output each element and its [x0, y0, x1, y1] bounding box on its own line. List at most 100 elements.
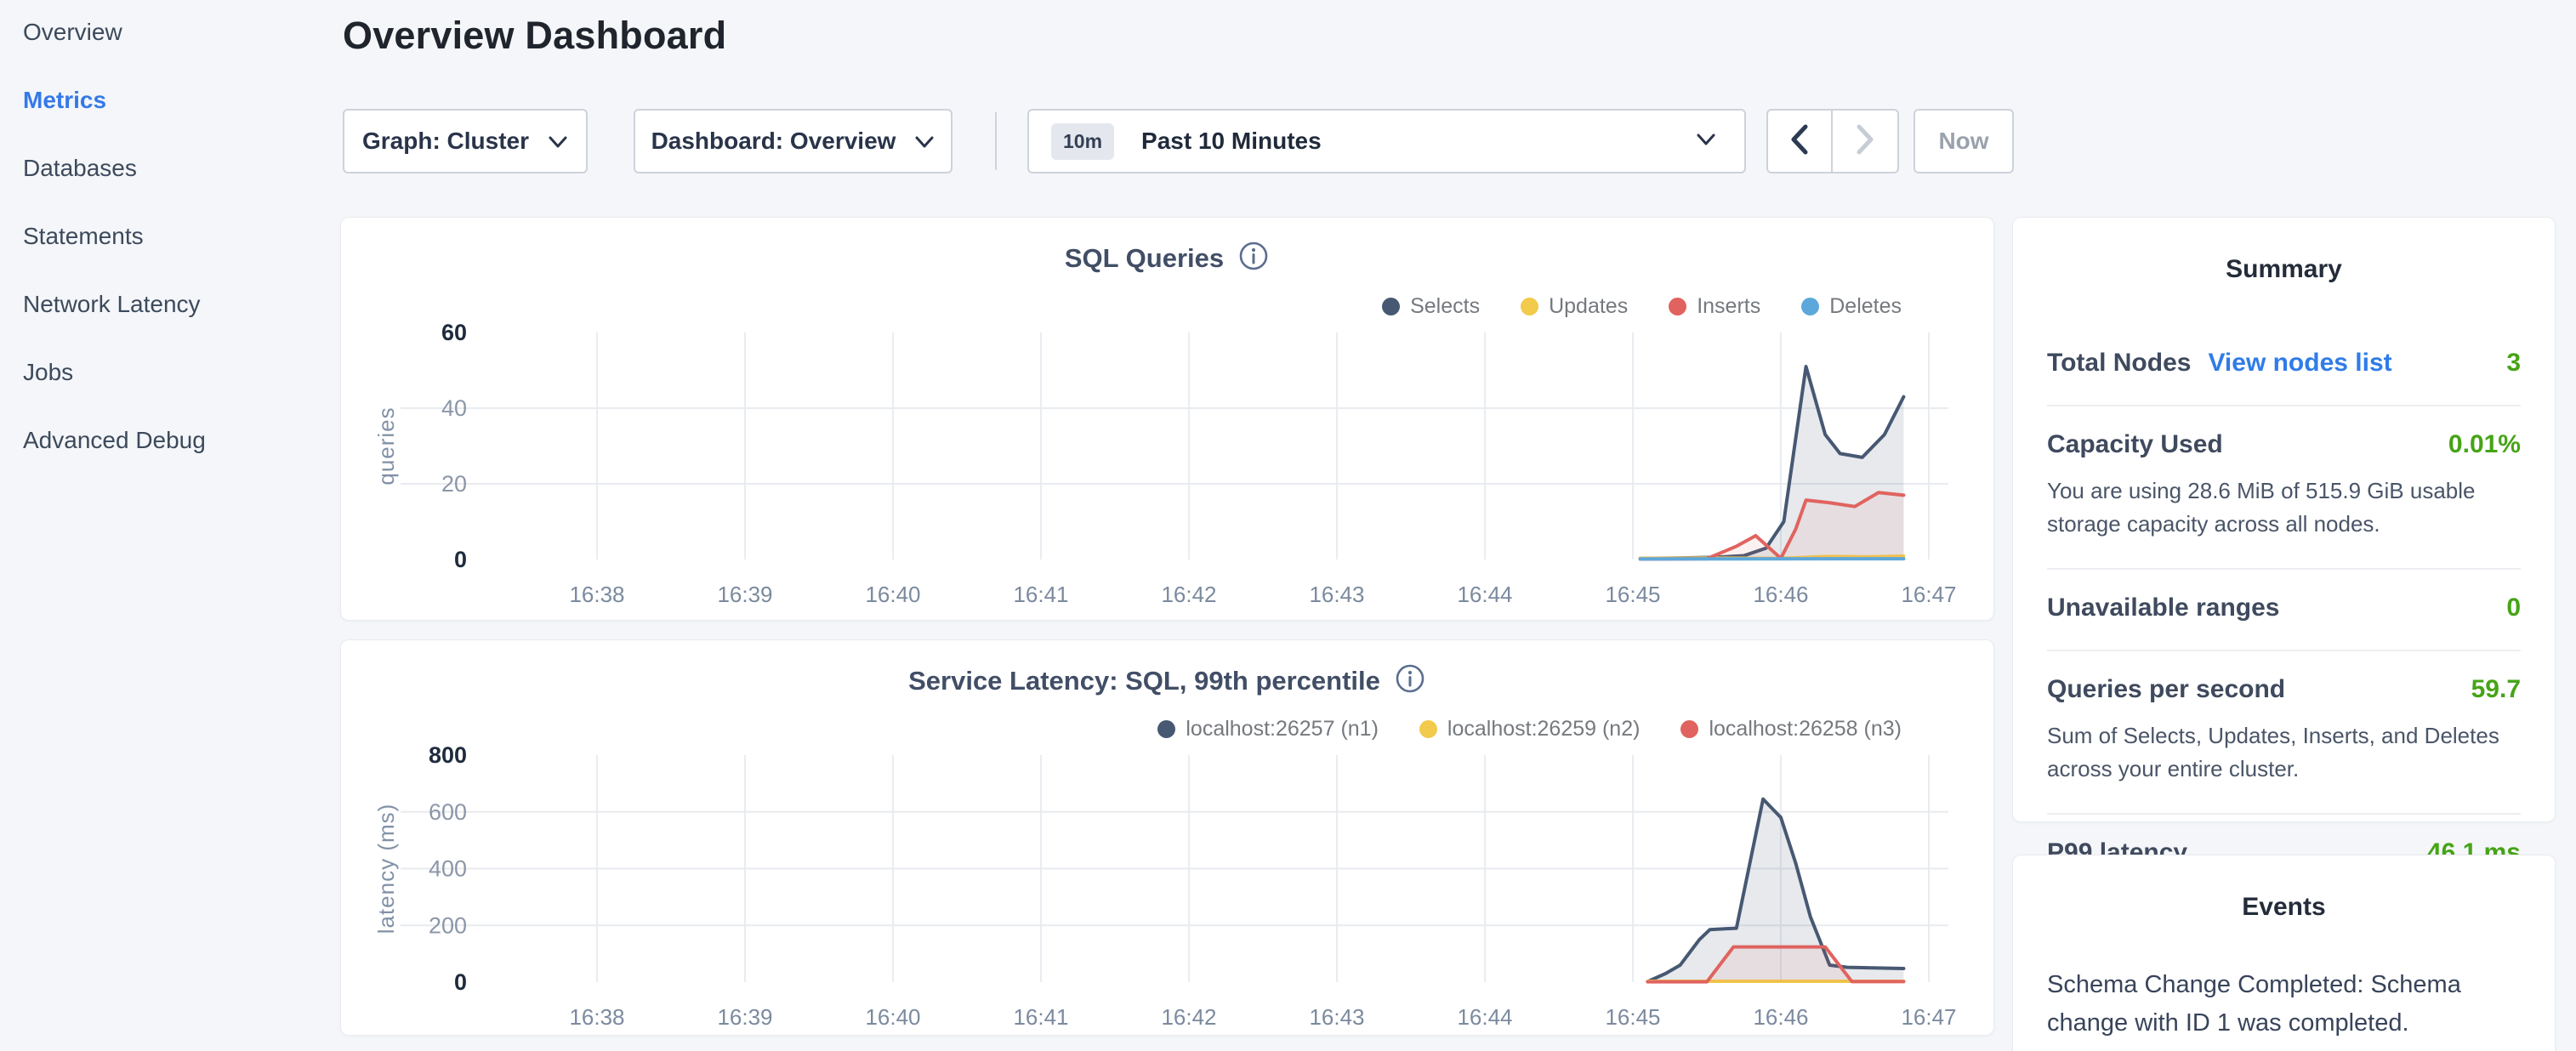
- svg-text:16:45: 16:45: [1605, 1004, 1660, 1030]
- svg-text:16:42: 16:42: [1161, 1004, 1216, 1030]
- svg-text:16:43: 16:43: [1309, 582, 1364, 607]
- graph-scope-dropdown[interactable]: Graph: Cluster: [343, 109, 588, 173]
- sidebar-item-advanced-debug[interactable]: Advanced Debug: [23, 427, 206, 453]
- summary-row-label: Queries per second: [2047, 675, 2286, 703]
- svg-text:queries: queries: [373, 406, 399, 485]
- sql-queries-legend: Selects Updates Inserts Deletes: [1382, 294, 1902, 319]
- legend-label: Selects: [1410, 294, 1481, 318]
- summary-row-0: Total Nodes View nodes list 3: [2047, 325, 2521, 406]
- sidebar-item-databases[interactable]: Databases: [23, 155, 137, 181]
- event-text: Schema Change Completed: Schema change w…: [2047, 971, 2461, 1037]
- svg-text:40: 40: [441, 395, 467, 421]
- legend-label: Updates: [1549, 294, 1629, 318]
- summary-title: Summary: [2226, 255, 2342, 283]
- dashboard-dropdown-label: Dashboard: Overview: [651, 128, 896, 154]
- summary-row-value: 3: [2506, 349, 2521, 377]
- summary-row-description: You are using 28.6 MiB of 515.9 GiB usab…: [2047, 478, 2476, 537]
- event-list: Schema Change Completed: Schema change w…: [2013, 966, 2555, 1051]
- svg-text:16:46: 16:46: [1753, 582, 1808, 607]
- legend-item: Updates: [1521, 294, 1628, 319]
- svg-text:16:39: 16:39: [717, 1004, 772, 1030]
- svg-text:800: 800: [429, 742, 467, 768]
- sidebar-item-jobs[interactable]: Jobs: [23, 359, 74, 385]
- legend-label: localhost:26257 (n1): [1186, 717, 1379, 741]
- svg-text:600: 600: [429, 799, 467, 825]
- chevron-down-icon: [548, 128, 568, 155]
- service-latency-panel: Service Latency: SQL, 99th percentile lo…: [340, 639, 1994, 1036]
- legend-label: Inserts: [1697, 294, 1761, 318]
- chevron-down-icon: [914, 128, 935, 155]
- legend-item: localhost:26259 (n2): [1419, 717, 1641, 741]
- svg-text:16:47: 16:47: [1901, 1004, 1956, 1030]
- summary-row-value: 0: [2506, 594, 2521, 622]
- summary-row-label: Total Nodes: [2047, 349, 2192, 377]
- sidebar-item-network-latency[interactable]: Network Latency: [23, 291, 201, 317]
- service-latency-sql-99th-percentile-chart[interactable]: 16:38 16:39 16:40 16:41 16:42 16:43 16:44 16:45…: [341, 640, 1995, 1037]
- dashboard-dropdown[interactable]: Dashboard: Overview: [634, 109, 952, 173]
- legend-dot: [1157, 720, 1176, 738]
- legend-dot: [1680, 720, 1699, 738]
- svg-text:16:47: 16:47: [1901, 582, 1956, 607]
- svg-text:latency (ms): latency (ms): [373, 804, 399, 935]
- summary-panel: Summary Total Nodes View nodes list 3 Capac…: [2012, 217, 2556, 866]
- events-panel: Events Schema Change Completed: Schema c…: [2012, 855, 2556, 1051]
- svg-text:60: 60: [441, 320, 467, 345]
- sql-queries-chart[interactable]: 16:38 16:39 16:40 16:41 16:42 16:43 16:44 16:45…: [341, 218, 1995, 614]
- now-button[interactable]: Now: [1914, 109, 2014, 173]
- legend-dot: [1521, 298, 1539, 315]
- legend-item: Selects: [1382, 294, 1480, 319]
- summary-row-label: Capacity Used: [2047, 430, 2223, 458]
- chevron-left-icon: [1788, 123, 1811, 160]
- svg-text:200: 200: [429, 912, 467, 938]
- sql-queries-chart-title: SQL Queries: [1064, 242, 1225, 273]
- svg-text:16:40: 16:40: [865, 582, 920, 607]
- chevron-right-icon: [1854, 123, 1876, 160]
- service-latency-chart-title: Service Latency: SQL, 99th percentile: [908, 665, 1380, 696]
- summary-row-1: Capacity Used 0.01% You are using 28.6 MiB…: [2047, 406, 2521, 570]
- info-icon[interactable]: [1394, 662, 1426, 699]
- summary-row-label: Unavailable ranges: [2047, 594, 2280, 622]
- graph-scope-dropdown-label: Graph: Cluster: [361, 128, 530, 154]
- sidebar-item-statements[interactable]: Statements: [23, 223, 144, 249]
- info-icon[interactable]: [1237, 240, 1270, 276]
- summary-rows: Total Nodes View nodes list 3 Capacity Used…: [2013, 325, 2555, 895]
- svg-text:16:45: 16:45: [1605, 582, 1660, 607]
- legend-item: localhost:26258 (n3): [1680, 717, 1902, 741]
- legend-label: localhost:26258 (n3): [1709, 717, 1902, 741]
- sidebar-item-metrics[interactable]: Metrics: [23, 87, 107, 113]
- svg-text:16:41: 16:41: [1013, 1004, 1068, 1030]
- events-title: Events: [2242, 893, 2326, 921]
- time-range-label: Past 10 Minutes: [1141, 128, 1322, 154]
- svg-text:400: 400: [429, 856, 467, 882]
- svg-text:16:42: 16:42: [1161, 582, 1216, 607]
- svg-text:16:46: 16:46: [1753, 1004, 1808, 1030]
- svg-text:0: 0: [454, 547, 467, 572]
- time-step-buttons: [1766, 109, 1899, 173]
- legend-label: localhost:26259 (n2): [1447, 717, 1641, 741]
- controls-divider: [995, 112, 997, 170]
- time-back-button[interactable]: [1768, 111, 1833, 172]
- svg-text:20: 20: [441, 471, 467, 497]
- sidebar-item-overview[interactable]: Overview: [23, 19, 122, 45]
- summary-row-2: Unavailable ranges 0: [2047, 570, 2521, 651]
- summary-row-description: Sum of Selects, Updates, Inserts, and De…: [2047, 723, 2499, 781]
- sql-queries-panel: SQL Queries Selects Updates Inserts Deletes…: [340, 217, 1994, 621]
- legend-item: Inserts: [1669, 294, 1760, 319]
- time-forward-button[interactable]: [1833, 111, 1897, 172]
- sidebar: Overview Metrics Databases Statements Networ…: [0, 0, 340, 1051]
- svg-text:16:44: 16:44: [1457, 1004, 1512, 1030]
- svg-text:16:41: 16:41: [1013, 582, 1068, 607]
- time-range-dropdown[interactable]: 10m Past 10 Minutes: [1027, 109, 1746, 173]
- chevron-down-icon: [1695, 132, 1717, 151]
- svg-text:0: 0: [454, 969, 467, 995]
- svg-text:16:38: 16:38: [569, 582, 624, 607]
- svg-text:16:40: 16:40: [865, 1004, 920, 1030]
- summary-row-value: 59.7: [2471, 675, 2521, 703]
- legend-item: Deletes: [1801, 294, 1902, 319]
- view-nodes-list-link[interactable]: View nodes list: [2208, 349, 2392, 377]
- svg-text:16:43: 16:43: [1309, 1004, 1364, 1030]
- summary-row-value: 0.01%: [2448, 430, 2521, 458]
- time-range-badge: 10m: [1051, 122, 1115, 160]
- svg-text:16:38: 16:38: [569, 1004, 624, 1030]
